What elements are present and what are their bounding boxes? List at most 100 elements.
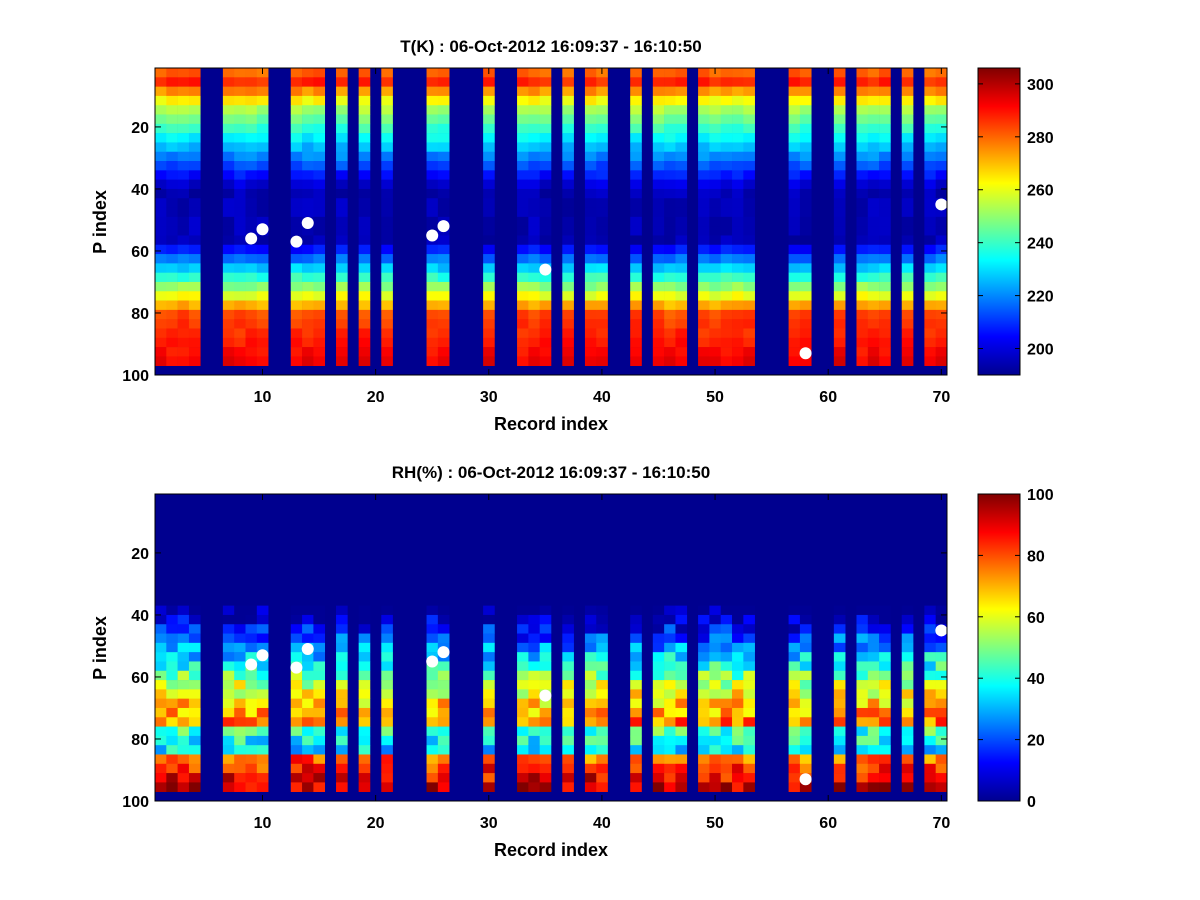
heatmap-cell [166,605,178,616]
heatmap-column [483,605,495,792]
chart-title: RH(%) : 06-Oct-2012 16:09:37 - 16:10:50 [392,463,710,482]
heatmap-cell [652,142,665,153]
heatmap-cell [222,689,235,699]
heatmap-column [584,605,597,792]
heatmap-cell [856,614,869,625]
heatmap-column [381,68,393,366]
heatmap-cell [177,207,190,218]
heatmap-cell [788,763,801,774]
heatmap-cell [924,773,936,783]
heatmap-cell [698,254,710,264]
heatmap-cell [788,337,801,348]
heatmap-cell [901,254,914,264]
heatmap-cell [596,726,608,737]
heatmap-cell [630,319,642,329]
heatmap-cell [652,216,665,227]
heatmap-column [698,68,710,366]
heatmap-cell [358,680,371,690]
heatmap-cell [935,170,948,180]
heatmap-cell [630,763,642,774]
heatmap-cell [483,309,495,320]
heatmap-cell [290,614,303,625]
heatmap-cells [155,68,948,366]
heatmap-cell [879,254,891,264]
heatmap-cell [234,670,246,681]
heatmap-cell [732,151,744,162]
heatmap-cell [675,689,688,699]
heatmap-cell [381,272,393,283]
heatmap-cell [177,216,190,227]
heatmap-cell [381,356,393,366]
heatmap-cell [867,328,880,339]
heatmap-cell [234,605,246,616]
heatmap-cell [245,319,258,329]
heatmap-cell [799,605,812,616]
heatmap-cell [788,198,801,208]
heatmap-cell [222,735,235,746]
heatmap-cell [166,105,178,115]
heatmap-cell [313,254,326,264]
x-tick-label: 10 [254,389,272,406]
heatmap-cell [245,114,258,125]
heatmap-cell [483,698,495,709]
heatmap-cell [539,309,552,320]
heatmap-cell [381,726,393,737]
heatmap-cell [302,605,314,616]
heatmap-cell [245,356,258,366]
heatmap-cell [788,254,801,264]
heatmap-cell [256,633,269,644]
heatmap-cell [584,254,597,264]
heatmap-cell [901,717,914,727]
heatmap-cell [426,698,439,709]
heatmap-cell [652,642,665,653]
heatmap-cell [483,633,495,644]
heatmap-cell [664,614,676,625]
heatmap-cell [437,605,450,616]
heatmap-cell [584,717,597,727]
heatmap-cell [177,235,190,246]
heatmap-cell [336,726,348,737]
heatmap-cell [867,105,880,115]
heatmap-cell [788,86,801,97]
heatmap-cell [177,170,190,180]
heatmap-cell [924,170,936,180]
heatmap-cell [336,207,348,218]
heatmap-cell [358,151,371,162]
heatmap-cell [709,281,722,292]
heatmap-cell [234,745,246,755]
heatmap-cell [867,347,880,357]
heatmap-cell [788,281,801,292]
heatmap-cell [901,707,914,718]
heatmap-cell [675,244,688,255]
x-tick-label: 60 [819,815,837,832]
heatmap-cell [426,216,439,227]
heatmap-cell [155,161,167,171]
heatmap-cell [652,782,665,792]
heatmap-cell [177,263,190,273]
heatmap-cell [901,77,914,87]
heatmap-cell [517,605,529,616]
heatmap-cell [675,309,688,320]
heatmap-cell [652,235,665,246]
heatmap-cell [924,95,936,106]
heatmap-cell [879,633,891,644]
heatmap-cell [426,689,439,699]
heatmap-cell [177,726,190,737]
heatmap-column [664,68,676,366]
heatmap-cell [166,68,178,78]
heatmap-cell [222,170,235,180]
heatmap-cell [222,726,235,737]
heatmap-cell [177,77,190,87]
heatmap-cell [358,735,371,746]
heatmap-cell [483,179,495,190]
heatmap-cell [426,77,439,87]
heatmap-cell [799,735,812,746]
heatmap-cell [528,763,540,774]
heatmap-cell [799,652,812,662]
heatmap-cell [698,105,710,115]
heatmap-cell [901,726,914,737]
heatmap-cell [302,198,314,208]
heatmap-cell [732,309,744,320]
heatmap-cell [630,216,642,227]
heatmap-cell [188,614,201,625]
